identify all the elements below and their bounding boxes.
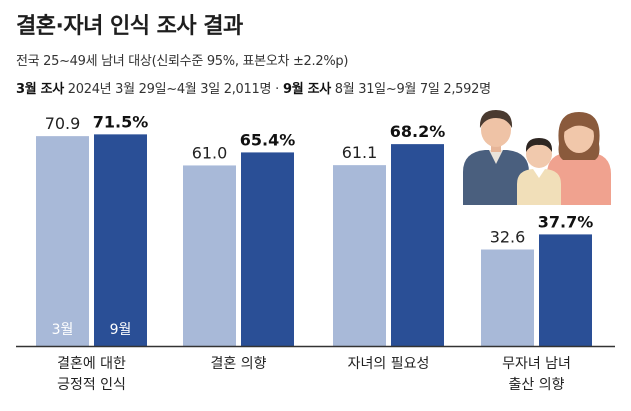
category-label-1-0: 결혼 의향 <box>211 356 267 372</box>
data-label-3-0: 70.9 <box>45 114 81 133</box>
legend-label-3: 3월 <box>52 322 74 338</box>
bar-9-2 <box>391 144 444 346</box>
data-label-3-2: 61.1 <box>342 143 378 162</box>
category-label-0-0: 결혼에 대한 <box>57 356 126 372</box>
bar-3-2 <box>333 165 386 346</box>
bar-3-0 <box>36 136 89 346</box>
data-label-9-0: 71.5% <box>93 112 149 131</box>
period1-detail: 2024년 3월 29일~4월 3일 2,011명 <box>67 82 272 97</box>
data-label-3-3: 32.6 <box>490 228 526 247</box>
data-label-9-2: 68.2% <box>390 122 446 141</box>
category-label-2-0: 자녀의 필요성 <box>348 356 430 372</box>
category-label-0-1: 긍정적 인식 <box>57 377 126 393</box>
data-label-9-1: 65.4% <box>240 130 296 149</box>
bar-9-1 <box>241 152 294 346</box>
chart-title: 결혼·자녀 인식 조사 결과 <box>16 14 243 39</box>
period2-label: 9월 조사 <box>282 82 331 97</box>
period-separator: · <box>275 82 279 97</box>
bar-3-1 <box>183 165 236 346</box>
family-icon <box>463 110 611 205</box>
data-label-3-1: 61.0 <box>192 143 228 162</box>
category-label-3-1: 출산 의향 <box>509 377 565 393</box>
survey-periods: 3월 조사 2024년 3월 29일~4월 3일 2,011명 · 9월 조사 8월… <box>16 78 491 97</box>
bar-3-3 <box>481 249 534 346</box>
legend-label-9: 9월 <box>110 322 132 338</box>
chart-subtitle: 전국 25~49세 남녀 대상(신뢰수준 95%, 표본오차 ±2.2%p) <box>16 54 349 69</box>
bar-9-3 <box>539 234 592 346</box>
category-label-3-0: 무자녀 남녀 <box>502 356 571 372</box>
period2-detail: 8월 31일~9월 7일 2,592명 <box>334 82 491 97</box>
data-label-9-3: 37.7% <box>538 212 594 231</box>
bar-9-0 <box>94 134 147 346</box>
period1-label: 3월 조사 <box>16 82 64 97</box>
